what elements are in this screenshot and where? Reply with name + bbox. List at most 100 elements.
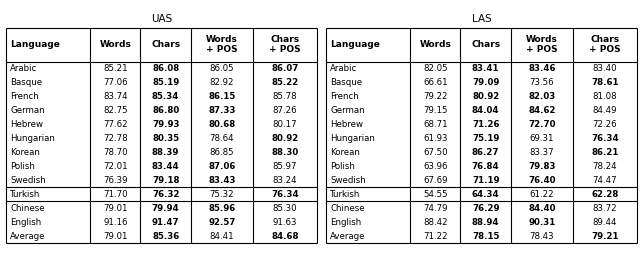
Text: 69.31: 69.31 bbox=[529, 134, 554, 143]
Text: German: German bbox=[330, 106, 365, 115]
Text: 78.64: 78.64 bbox=[209, 134, 234, 143]
Text: 80.92: 80.92 bbox=[271, 134, 298, 143]
Text: 67.69: 67.69 bbox=[423, 176, 447, 185]
Text: 71.70: 71.70 bbox=[103, 190, 127, 199]
Text: 85.96: 85.96 bbox=[208, 204, 236, 213]
Text: 83.37: 83.37 bbox=[529, 148, 554, 157]
Text: 72.78: 72.78 bbox=[103, 134, 127, 143]
Text: 79.21: 79.21 bbox=[591, 232, 619, 241]
Text: 84.62: 84.62 bbox=[528, 106, 556, 115]
Text: Korean: Korean bbox=[330, 148, 360, 157]
Text: Chars
+ POS: Chars + POS bbox=[269, 35, 301, 54]
Text: 79.83: 79.83 bbox=[528, 162, 556, 171]
Text: 74.47: 74.47 bbox=[593, 176, 617, 185]
Text: German: German bbox=[10, 106, 45, 115]
Text: Chinese: Chinese bbox=[10, 204, 45, 213]
Text: 84.41: 84.41 bbox=[209, 232, 234, 241]
Text: 83.74: 83.74 bbox=[103, 92, 127, 101]
Text: 87.26: 87.26 bbox=[273, 106, 297, 115]
Text: 73.56: 73.56 bbox=[529, 78, 554, 87]
Text: 54.55: 54.55 bbox=[423, 190, 447, 199]
Text: Arabic: Arabic bbox=[330, 64, 357, 73]
Text: 85.22: 85.22 bbox=[271, 78, 298, 87]
Text: 79.22: 79.22 bbox=[423, 92, 447, 101]
Text: Basque: Basque bbox=[330, 78, 362, 87]
Text: 81.08: 81.08 bbox=[593, 92, 617, 101]
Text: Turkish: Turkish bbox=[330, 190, 360, 199]
Text: 76.34: 76.34 bbox=[271, 190, 299, 199]
Text: 82.05: 82.05 bbox=[423, 64, 447, 73]
Text: 86.05: 86.05 bbox=[209, 64, 234, 73]
Text: 85.78: 85.78 bbox=[273, 92, 297, 101]
Text: Language: Language bbox=[330, 40, 380, 49]
Text: 86.07: 86.07 bbox=[271, 64, 298, 73]
Text: 75.32: 75.32 bbox=[209, 190, 234, 199]
Text: 79.15: 79.15 bbox=[423, 106, 447, 115]
Text: Average: Average bbox=[10, 232, 45, 241]
Text: 77.62: 77.62 bbox=[103, 120, 127, 129]
Text: 78.15: 78.15 bbox=[472, 232, 499, 241]
Text: 61.93: 61.93 bbox=[423, 134, 447, 143]
Text: 91.16: 91.16 bbox=[103, 218, 127, 227]
Text: 72.26: 72.26 bbox=[593, 120, 617, 129]
Text: 86.85: 86.85 bbox=[209, 148, 234, 157]
Text: 91.47: 91.47 bbox=[152, 218, 179, 227]
Text: 79.01: 79.01 bbox=[103, 204, 127, 213]
Text: Words
+ POS: Words + POS bbox=[206, 35, 237, 54]
Text: Language: Language bbox=[10, 40, 60, 49]
Text: 68.71: 68.71 bbox=[423, 120, 447, 129]
Text: Chars: Chars bbox=[471, 40, 500, 49]
Text: 88.39: 88.39 bbox=[152, 148, 179, 157]
Text: 79.94: 79.94 bbox=[152, 204, 179, 213]
Text: 78.43: 78.43 bbox=[529, 232, 554, 241]
Text: 71.26: 71.26 bbox=[472, 120, 499, 129]
Text: 84.68: 84.68 bbox=[271, 232, 299, 241]
Text: 76.39: 76.39 bbox=[103, 176, 127, 185]
Text: 80.92: 80.92 bbox=[472, 92, 499, 101]
Text: 78.61: 78.61 bbox=[591, 78, 619, 87]
Text: 76.32: 76.32 bbox=[152, 190, 179, 199]
Text: 90.31: 90.31 bbox=[528, 218, 556, 227]
Text: 82.75: 82.75 bbox=[103, 106, 127, 115]
Text: 89.44: 89.44 bbox=[593, 218, 617, 227]
Text: English: English bbox=[330, 218, 362, 227]
Text: French: French bbox=[10, 92, 39, 101]
Text: Polish: Polish bbox=[330, 162, 355, 171]
Text: LAS: LAS bbox=[472, 14, 492, 24]
Text: Chars: Chars bbox=[151, 40, 180, 49]
Text: 85.34: 85.34 bbox=[152, 92, 179, 101]
Text: Swedish: Swedish bbox=[330, 176, 366, 185]
Text: 85.97: 85.97 bbox=[273, 162, 297, 171]
Text: 84.40: 84.40 bbox=[528, 204, 556, 213]
Text: 72.01: 72.01 bbox=[103, 162, 127, 171]
Text: English: English bbox=[10, 218, 42, 227]
Text: 86.27: 86.27 bbox=[472, 148, 499, 157]
Text: 80.35: 80.35 bbox=[152, 134, 179, 143]
Text: Words: Words bbox=[419, 40, 451, 49]
Text: 92.57: 92.57 bbox=[208, 218, 236, 227]
Text: 77.06: 77.06 bbox=[103, 78, 127, 87]
Text: 78.70: 78.70 bbox=[103, 148, 127, 157]
Text: Average: Average bbox=[330, 232, 365, 241]
Text: 63.96: 63.96 bbox=[423, 162, 447, 171]
Text: 64.34: 64.34 bbox=[472, 190, 499, 199]
Text: Hebrew: Hebrew bbox=[10, 120, 43, 129]
Text: 91.63: 91.63 bbox=[273, 218, 297, 227]
Text: 79.18: 79.18 bbox=[152, 176, 179, 185]
Text: 61.22: 61.22 bbox=[529, 190, 554, 199]
Text: 85.36: 85.36 bbox=[152, 232, 179, 241]
Text: 76.29: 76.29 bbox=[472, 204, 499, 213]
Text: 85.19: 85.19 bbox=[152, 78, 179, 87]
Text: Chinese: Chinese bbox=[330, 204, 365, 213]
Text: 83.43: 83.43 bbox=[208, 176, 236, 185]
Text: 75.19: 75.19 bbox=[472, 134, 499, 143]
Text: 83.44: 83.44 bbox=[152, 162, 179, 171]
Text: 79.01: 79.01 bbox=[103, 232, 127, 241]
Text: 85.21: 85.21 bbox=[103, 64, 127, 73]
Text: French: French bbox=[330, 92, 359, 101]
Text: Hebrew: Hebrew bbox=[330, 120, 363, 129]
Text: 83.40: 83.40 bbox=[593, 64, 617, 73]
Text: 79.93: 79.93 bbox=[152, 120, 179, 129]
Text: 84.49: 84.49 bbox=[593, 106, 617, 115]
Text: Polish: Polish bbox=[10, 162, 35, 171]
